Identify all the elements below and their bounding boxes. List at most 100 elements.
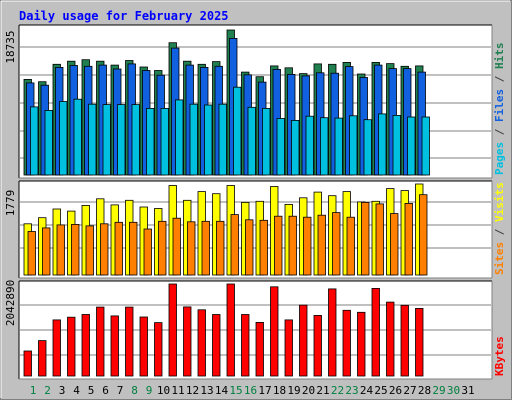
bar-pages-day-12 — [189, 103, 198, 176]
day-label-25: 25 — [374, 384, 387, 397]
bar-sites-day-16 — [245, 219, 254, 276]
bar-sites-day-19 — [288, 215, 297, 276]
day-label-27: 27 — [403, 384, 416, 397]
bar-sites-day-20 — [303, 216, 312, 276]
bar-pages-day-5 — [88, 103, 97, 176]
bar-sites-day-7 — [114, 221, 123, 276]
bar-kbytes-day-24 — [357, 311, 366, 377]
day-label-23: 23 — [345, 384, 358, 397]
bar-kbytes-day-4 — [67, 316, 76, 377]
day-label-6: 6 — [102, 384, 109, 397]
bar-sites-day-6 — [100, 223, 109, 276]
bar-kbytes-day-22 — [328, 288, 337, 377]
bar-kbytes-day-28 — [415, 307, 424, 377]
bar-kbytes-day-23 — [342, 309, 351, 377]
visits-sites-ymax-label: 1779 — [4, 190, 17, 217]
kbytes-ymax-label: 2042890 — [4, 280, 17, 326]
bar-sites-day-11 — [172, 217, 181, 276]
bar-pages-day-21 — [320, 117, 329, 176]
bar-kbytes-day-8 — [125, 306, 134, 377]
bar-sites-day-12 — [187, 221, 196, 276]
day-label-11: 11 — [171, 384, 184, 397]
bar-pages-day-8 — [131, 104, 140, 176]
day-label-29: 29 — [432, 384, 445, 397]
bar-kbytes-day-5 — [81, 314, 90, 377]
bar-pages-day-18 — [276, 118, 285, 176]
hits-files-pages-legend: Pages / Files / Hits — [493, 43, 506, 176]
bar-pages-day-25 — [378, 113, 387, 176]
bar-pages-day-3 — [59, 101, 68, 176]
bar-sites-day-4 — [71, 223, 80, 276]
day-label-21: 21 — [316, 384, 329, 397]
day-label-1: 1 — [30, 384, 37, 397]
bar-sites-day-14 — [216, 220, 225, 276]
bar-pages-day-11 — [175, 99, 184, 176]
bar-kbytes-day-10 — [154, 322, 163, 377]
day-label-2: 2 — [44, 384, 51, 397]
bar-kbytes-day-9 — [139, 316, 148, 377]
bar-sites-day-21 — [317, 214, 326, 276]
day-label-28: 28 — [418, 384, 431, 397]
bar-kbytes-day-17 — [255, 321, 264, 377]
bar-sites-day-1 — [27, 231, 36, 276]
bar-pages-day-1 — [30, 106, 39, 176]
bar-pages-day-4 — [73, 98, 82, 176]
bar-sites-day-25 — [375, 203, 384, 276]
day-label-24: 24 — [360, 384, 374, 397]
bar-kbytes-day-11 — [168, 283, 177, 377]
bar-pages-day-28 — [421, 116, 430, 176]
bar-sites-day-27 — [404, 202, 413, 276]
bar-sites-day-10 — [158, 220, 167, 276]
kbytes-legend: KBytes — [493, 336, 506, 376]
day-label-7: 7 — [117, 384, 124, 397]
bar-kbytes-day-3 — [52, 319, 61, 377]
day-label-26: 26 — [389, 384, 402, 397]
day-label-9: 9 — [146, 384, 153, 397]
visits-sites-legend: Sites / Visits — [493, 182, 506, 275]
day-label-3: 3 — [59, 384, 66, 397]
day-label-13: 13 — [200, 384, 213, 397]
bar-sites-day-3 — [56, 224, 65, 276]
hits-files-pages-ymax-label: 18735 — [4, 30, 17, 63]
bar-pages-day-14 — [218, 103, 227, 176]
bar-sites-day-15 — [230, 214, 239, 276]
bar-pages-day-16 — [247, 106, 256, 176]
bar-kbytes-day-27 — [400, 304, 409, 377]
bar-pages-day-15 — [233, 86, 242, 176]
bar-pages-day-17 — [262, 108, 271, 176]
bar-sites-day-18 — [274, 215, 283, 276]
bar-kbytes-day-15 — [226, 283, 235, 377]
bar-kbytes-day-26 — [386, 301, 395, 377]
bar-kbytes-day-7 — [110, 315, 119, 377]
chart-title: Daily usage for February 2025 — [19, 9, 229, 23]
bar-kbytes-day-19 — [284, 319, 293, 377]
bar-sites-day-22 — [332, 212, 341, 276]
bar-pages-day-24 — [363, 119, 372, 176]
day-label-19: 19 — [287, 384, 300, 397]
bar-sites-day-5 — [85, 225, 94, 276]
bar-kbytes-day-20 — [299, 304, 308, 377]
bar-pages-day-13 — [204, 104, 213, 176]
bar-pages-day-9 — [146, 108, 155, 176]
bar-pages-day-26 — [392, 115, 401, 176]
bar-pages-day-7 — [117, 104, 126, 176]
bar-pages-day-27 — [407, 116, 416, 176]
day-label-30: 30 — [447, 384, 460, 397]
bar-pages-day-2 — [44, 110, 53, 176]
bar-sites-day-13 — [201, 220, 210, 276]
bar-pages-day-19 — [291, 120, 300, 176]
bar-kbytes-day-25 — [371, 287, 380, 377]
day-label-18: 18 — [273, 384, 286, 397]
day-label-31: 31 — [461, 384, 474, 397]
day-label-22: 22 — [331, 384, 344, 397]
bar-kbytes-day-1 — [23, 350, 32, 377]
bar-sites-day-23 — [346, 216, 355, 276]
bar-pages-day-20 — [305, 115, 314, 176]
day-label-4: 4 — [73, 384, 80, 397]
bar-pages-day-6 — [102, 104, 111, 176]
day-label-15: 15 — [229, 384, 242, 397]
day-label-12: 12 — [186, 384, 199, 397]
bar-kbytes-day-14 — [212, 314, 221, 377]
day-label-5: 5 — [88, 384, 95, 397]
